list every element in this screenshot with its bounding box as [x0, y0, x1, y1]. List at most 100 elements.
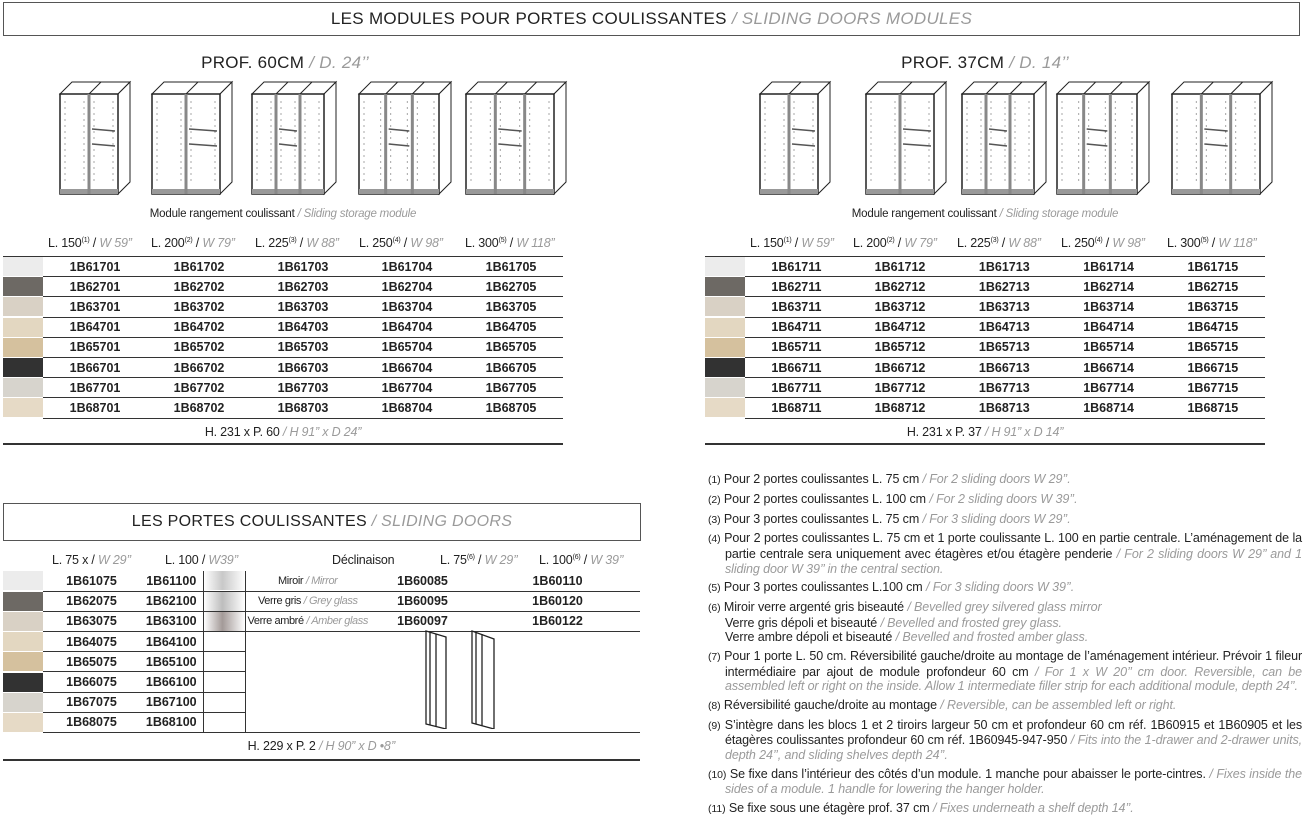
cabinet-illustration — [464, 80, 574, 201]
product-code: 1B62705 — [459, 276, 563, 298]
declinaison-header: Déclinaison — [332, 553, 395, 567]
column-header: L. 250(4) / W 98” — [359, 236, 443, 250]
module-code-table: 1B61701 1B61702 1B61703 1B61704 1B61705 1B627… — [3, 255, 563, 419]
product-code: 1B65711 — [745, 337, 848, 358]
product-code: 1B62714 — [1056, 276, 1161, 298]
note-ref: (4) — [1094, 236, 1103, 244]
note-ref: (2) — [886, 236, 895, 244]
table-row: 1B65701 1B65702 1B65703 1B65704 1B65705 — [3, 337, 563, 358]
door-code: 1B64075 — [43, 631, 140, 653]
product-code: 1B62711 — [745, 276, 848, 298]
glass-swatch — [202, 591, 245, 612]
width-cm: L. 250 — [1061, 236, 1095, 250]
product-code: 1B63704 — [355, 296, 459, 318]
glass-door-code: 1B60120 — [475, 591, 640, 612]
product-code: 1B67701 — [43, 377, 147, 399]
door-code: 1B66075 — [43, 671, 140, 693]
product-code: 1B61704 — [355, 255, 459, 278]
cabinet-illustration — [758, 80, 838, 201]
column-header: L. 300(5) / W 118” — [1167, 236, 1257, 250]
note-ref: (1) — [81, 236, 90, 244]
footnote-en: / Bevelled grey silvered glass mirror — [907, 600, 1102, 615]
footnote: (9) S’intègre dans les blocs 1 et 2 tiro… — [708, 718, 1302, 763]
door-code: 1B62100 — [140, 591, 203, 612]
footnote: (10) Se fixe dans l’intérieur des côtés … — [708, 767, 1302, 797]
note-ref: (6) — [466, 553, 475, 561]
glass-fr: Miroir — [278, 574, 304, 587]
door-column-header: L. 75 x / W 29’’ — [52, 553, 132, 567]
width-cm: L. 75 x — [52, 553, 89, 567]
footnote-number: (6) — [708, 602, 721, 615]
finish-swatch — [705, 255, 745, 278]
footnote: (4) Pour 2 portes coulissantes L. 75 cm … — [708, 531, 1302, 576]
footnote-number: (10) — [708, 768, 727, 781]
doors-code-table: 1B61075 1B61100 Miroir / Mirror 1B60085 1B60… — [3, 571, 640, 734]
product-code: 1B67711 — [745, 377, 848, 399]
footnote: (5) Pour 3 portes coulissantes L.100 cm … — [708, 580, 1302, 596]
footnote-number: (5) — [708, 582, 721, 595]
finish-swatch — [705, 357, 745, 379]
width-inch: W 59” — [99, 236, 132, 250]
product-code: 1B61715 — [1160, 255, 1265, 278]
product-code: 1B63705 — [459, 296, 563, 318]
table-row: 1B61701 1B61702 1B61703 1B61704 1B61705 — [3, 255, 563, 278]
module-caption: Module rangement coulissant / Sliding st… — [3, 208, 563, 220]
empty-cell — [202, 651, 246, 673]
product-code: 1B64702 — [147, 317, 251, 338]
footnote: (2) Pour 2 portes coulissantes L. 100 cm… — [708, 492, 1302, 508]
title-fr: LES MODULES POUR PORTES COULISSANTES — [330, 9, 727, 28]
footnote-en: / Fixes inside the sides of a module. 1 … — [725, 766, 1303, 797]
cabinet-illustration — [864, 80, 954, 201]
table-row: 1B63075 1B63100 Verre ambré / Amber glass 1… — [3, 611, 640, 633]
table-row: 1B66701 1B66702 1B66703 1B66704 1B66705 — [3, 357, 563, 379]
product-code: 1B67704 — [355, 377, 459, 399]
empty-cell — [202, 631, 246, 653]
caption-en: / Sliding storage module — [297, 208, 417, 220]
product-code: 1B66714 — [1056, 357, 1161, 379]
finish-swatch — [3, 651, 43, 673]
footnote-number: (9) — [708, 719, 721, 732]
footnote: (7) Pour 1 porte L. 50 cm. Réversibilité… — [708, 649, 1302, 694]
footnote-en: / Reversible, can be assembled left or r… — [940, 698, 1177, 713]
finish-swatch — [3, 591, 43, 612]
table-row: 1B68701 1B68702 1B68703 1B68704 1B68705 — [3, 397, 563, 419]
glass-en: / Mirror — [305, 574, 338, 587]
doors-title-en: / SLIDING DOORS — [371, 513, 513, 530]
product-code: 1B64714 — [1056, 317, 1161, 338]
footnote-number: (4) — [708, 533, 721, 546]
product-code: 1B68701 — [43, 397, 147, 419]
width-cm: L. 75 — [440, 553, 467, 567]
product-code: 1B68705 — [459, 397, 563, 419]
door-code: 1B65100 — [140, 651, 203, 673]
product-code: 1B61711 — [745, 255, 848, 278]
footnote-fr: Se fixe sous une étagère prof. 37 cm — [728, 801, 930, 816]
product-code: 1B61702 — [147, 255, 251, 278]
table-row: 1B66075 1B66100 — [3, 671, 640, 693]
door-illustrations — [245, 630, 640, 733]
product-code: 1B63713 — [952, 296, 1057, 318]
product-code: 1B68714 — [1056, 397, 1161, 419]
footnote-en: / Bevelled and frosted grey glass. — [880, 615, 1062, 630]
width-inch: W 29’’ — [97, 553, 132, 567]
glass-column-header: L. 100(6) / W 39’’ — [539, 553, 624, 567]
glass-en: / Grey glass — [303, 595, 358, 608]
product-code: 1B68711 — [745, 397, 848, 419]
product-code: 1B63715 — [1160, 296, 1265, 318]
footnote-fr: Pour 2 portes coulissantes L. 100 cm — [723, 491, 926, 506]
footnote-fr: Verre gris dépoli et biseauté — [725, 615, 878, 630]
product-code: 1B63711 — [745, 296, 848, 318]
column-header: L. 225(3) / W 88” — [957, 236, 1041, 250]
note-ref: (3) — [990, 236, 999, 244]
product-code: 1B63712 — [847, 296, 953, 318]
product-code: 1B67715 — [1160, 377, 1265, 399]
section-title-en: / D. 24’’ — [309, 53, 369, 72]
finish-swatch — [705, 296, 745, 318]
product-code: 1B67705 — [459, 377, 563, 399]
width-cm: L. 100 — [165, 553, 199, 567]
product-code: 1B62712 — [847, 276, 953, 298]
finish-swatch — [3, 631, 43, 653]
width-cm: L. 300 — [465, 236, 499, 250]
glass-column-header: L. 75(6) / W 29’’ — [440, 553, 518, 567]
product-code: 1B64711 — [745, 317, 848, 338]
table-row: 1B65075 1B65100 — [3, 651, 640, 673]
